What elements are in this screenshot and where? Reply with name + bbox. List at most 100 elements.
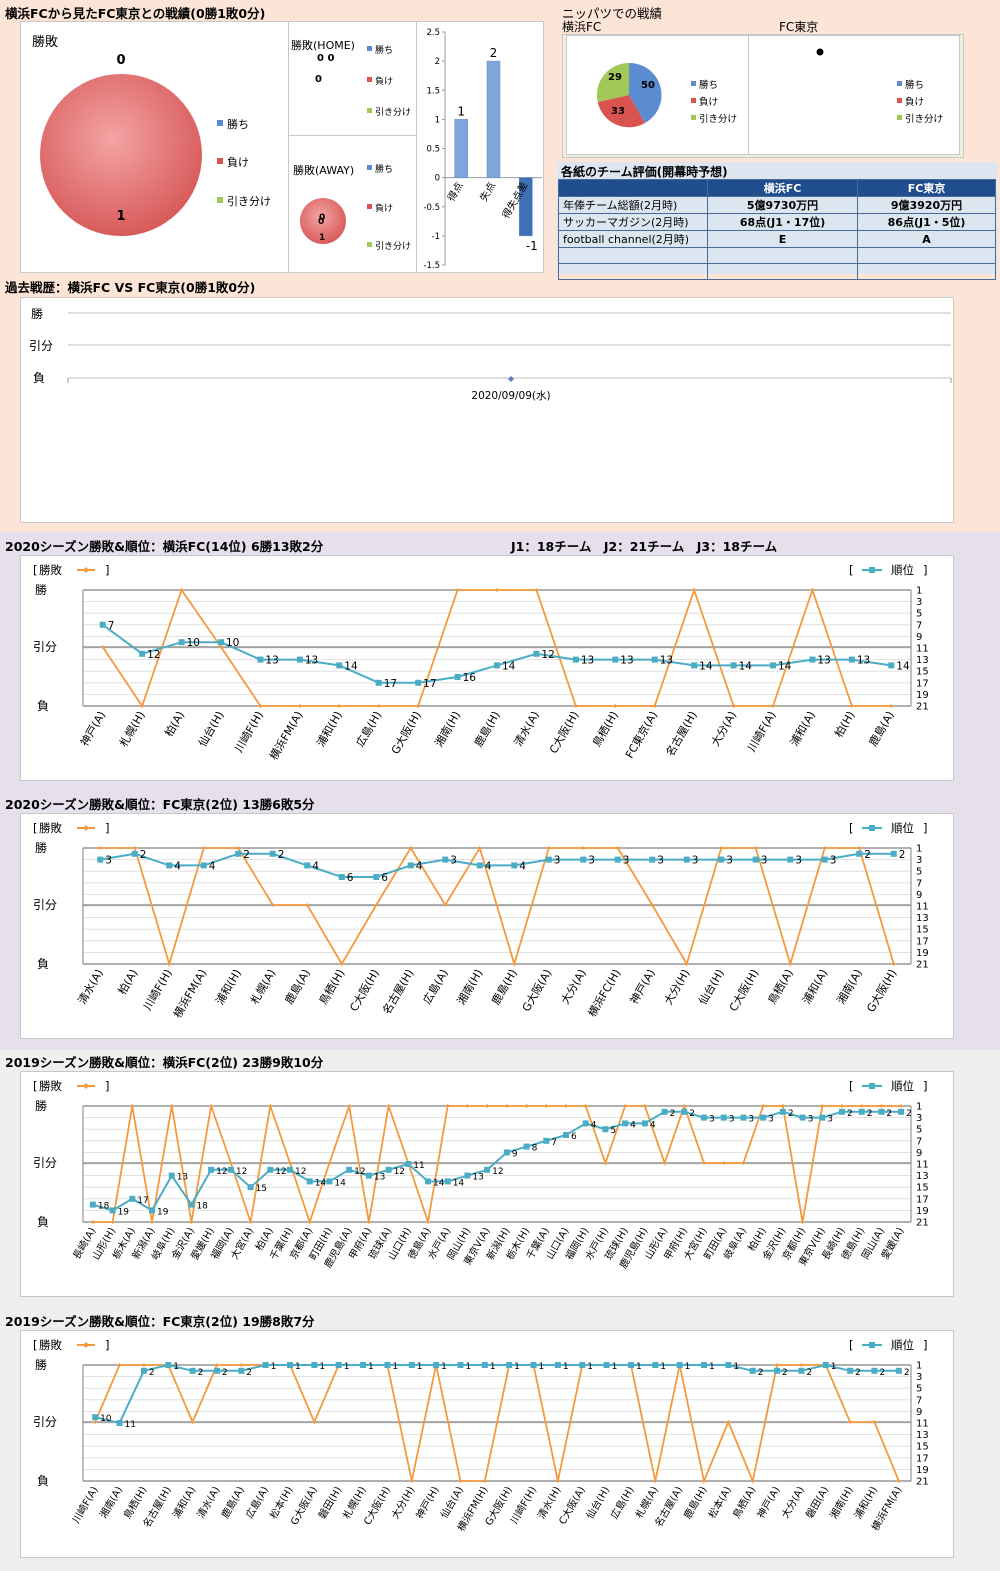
rank-point [676,1362,683,1368]
rank-value-label: 18 [98,1202,110,1212]
result-point [268,1104,273,1108]
nippatsu-slice-win [629,62,662,123]
legend-bracket-open: [ [33,1079,38,1093]
history-row-win: 勝 [31,306,43,321]
rank-value-label: 1 [319,1362,325,1372]
rank-value-label: 6 [381,872,388,884]
rank-point [326,1178,333,1185]
rank-point [809,656,816,663]
rank-point [683,856,690,863]
legend-result-marker [83,825,89,831]
rank-point [774,1367,781,1374]
rank-value-label: 10 [100,1414,112,1424]
result-series-line [92,1103,902,1225]
rank-value-label: 3 [105,855,112,867]
eval-cell: 68点(J1・17位) [706,213,859,231]
rank-value-label: 1 [465,1362,471,1372]
rank-value-label: 3 [709,1115,715,1125]
x-category-label: 横浜FM(A) [170,967,209,1021]
rank-point [444,1178,451,1185]
result-point [652,704,657,708]
x-category-label: 鹿島(H) [471,709,503,750]
bar-y-tick-label: 1 [435,115,440,125]
x-category-label: 神戸(H) [413,1484,442,1521]
result-point [822,846,827,850]
bar-y-tick-label: 0 [435,174,440,184]
result-point [642,1104,647,1108]
x-category-label: 浦和(A) [170,1484,199,1521]
result-point [179,588,184,592]
rank-tick-label: 19 [916,1465,929,1476]
rank-tick-label: 13 [916,913,929,924]
rank-point [554,1362,561,1368]
result-point [899,1104,904,1108]
nippatsu-left-panel: 50 33 29 勝ち 負け 引き分け [566,35,749,155]
rank-value-label: 2 [758,1368,764,1378]
x-category-label: 広島(A) [420,967,451,1007]
rank-tick-label: 3 [916,855,922,866]
result-point [879,1104,884,1108]
result-point [800,1220,805,1224]
nippatsu-title: ニッパツでの戦績 [562,6,663,21]
eval-cell [706,263,859,280]
rank-point [131,850,138,857]
x-category-label: C大阪(H) [346,967,381,1014]
result-point [339,962,344,966]
rank-point [890,850,897,857]
rank-value-label: 3 [657,855,664,867]
rank-point [384,1362,391,1368]
rank-point [200,862,207,869]
rank-value-label: 3 [692,855,699,867]
rank-tick-label: 15 [916,925,929,936]
rank-point [188,1201,195,1208]
rank-value-label: 7 [551,1138,557,1148]
rank-value-label: 10 [187,637,200,649]
rank-value-label: 2 [788,1109,794,1119]
nippatsu-left-svg: 50 33 29 勝ち 負け 引き分け [596,62,737,128]
rank-value-label: 5 [610,1126,616,1136]
season-1-chart: [勝敗][順位]勝引分負135791113151719213清水(A)2柏(A)… [33,821,929,1021]
rank-value-label: 1 [392,1362,398,1372]
rank-point [306,1178,313,1185]
rank-value-label: 17 [137,1196,148,1206]
history-row-loss: 負 [33,371,45,385]
nippatsu-legend-win: 勝ち [699,79,718,91]
rank-point [888,662,895,669]
rank-value-label: 2 [855,1368,861,1378]
pie-main-legend-win: 勝ち [227,117,249,131]
rank-point [661,1108,668,1115]
rank-point [262,1362,269,1368]
rank-point [116,1420,123,1426]
rank-point [779,1108,786,1115]
rank-value-label: 14 [778,660,792,672]
rank-value-label: 1 [660,1362,666,1372]
result-point [110,1220,115,1224]
bar-y-tick-label: 0.5 [426,145,440,155]
rank-point [257,656,264,663]
rank-tick-label: 19 [916,948,929,959]
rank-point [848,656,855,663]
rank-value-label: 14 [433,1178,445,1188]
eval-cell: A [857,230,996,248]
rank-point [287,1166,293,1173]
rank-point [819,1114,826,1121]
nippatsu-right-legend-draw: 引き分け [905,114,943,125]
bar-y-tick-label: -1 [432,232,440,242]
rank-series-line [92,1110,902,1212]
result-point [93,1420,98,1424]
eval-title: 各紙のチーム評価(開幕時予想) [561,165,728,179]
rank-point [580,856,587,863]
bar-y-tick-label: -1.5 [423,261,440,271]
rank-tick-label: 19 [916,1206,929,1217]
rank-value-label: 14 [453,1178,465,1188]
rank-tick-label: 19 [916,690,929,701]
x-category-label: 大分(H) [388,1484,417,1521]
rank-value-label: 12 [216,1167,227,1177]
x-category-label: 横浜FM(A) [266,709,305,763]
x-category-label: 浦和(A) [788,709,818,749]
rank-value-label: 3 [830,855,837,867]
rank-point [365,1172,372,1179]
nippatsu-value-draw: 29 [608,72,622,83]
x-category-label: 神戸(A) [77,709,108,749]
result-point [719,846,724,850]
